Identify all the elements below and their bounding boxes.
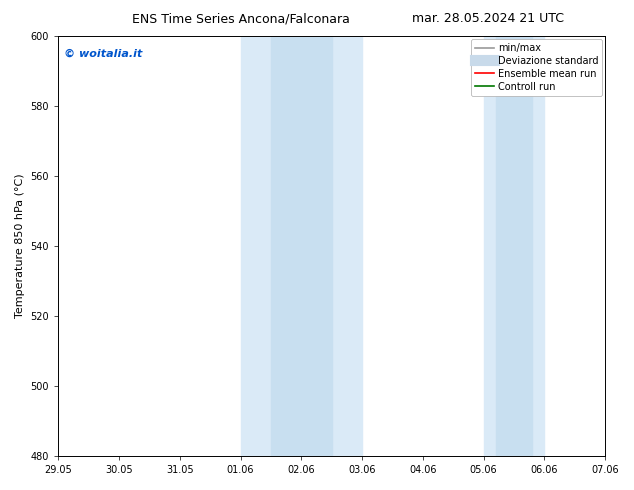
Bar (271, 36, 332, 456)
Legend: min/max, Deviazione standard, Ensemble mean run, Controll run: min/max, Deviazione standard, Ensemble m… (470, 39, 602, 96)
Bar (484, 36, 545, 456)
Text: © woitalia.it: © woitalia.it (63, 49, 142, 59)
Bar (496, 36, 533, 456)
Text: mar. 28.05.2024 21 UTC: mar. 28.05.2024 21 UTC (412, 12, 564, 25)
Text: ENS Time Series Ancona/Falconara: ENS Time Series Ancona/Falconara (132, 12, 350, 25)
Bar (240, 36, 362, 456)
Y-axis label: Temperature 850 hPa (°C): Temperature 850 hPa (°C) (15, 174, 25, 318)
